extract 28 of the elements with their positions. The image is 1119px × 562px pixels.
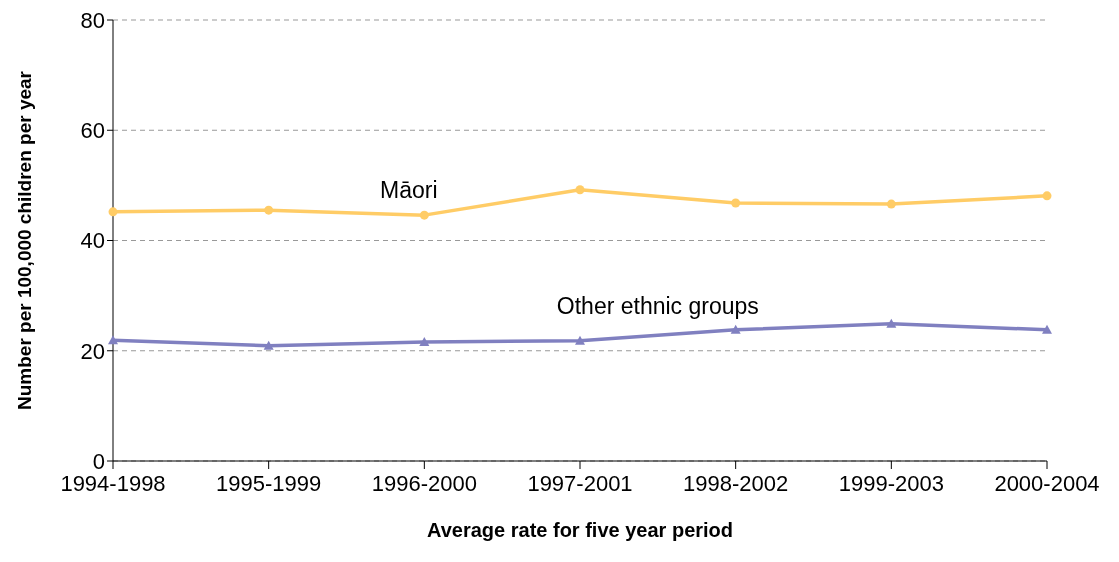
y-tick-label: 80 bbox=[80, 7, 105, 33]
x-tick-label: 1997-2001 bbox=[527, 470, 633, 496]
point bbox=[108, 335, 118, 345]
y-tick-label: 40 bbox=[80, 228, 105, 254]
point bbox=[575, 335, 585, 345]
point bbox=[419, 336, 430, 346]
series-label: Māori bbox=[380, 176, 438, 204]
point bbox=[731, 198, 741, 208]
x-tick-label: 1996-2000 bbox=[371, 470, 477, 496]
x-tick-label: 1995-1999 bbox=[216, 470, 322, 496]
x-tick-label: 2000-2004 bbox=[994, 470, 1100, 496]
x-tick-label: 1999-2003 bbox=[838, 470, 944, 496]
point bbox=[263, 340, 274, 350]
point bbox=[1042, 324, 1052, 334]
point bbox=[108, 207, 118, 217]
point bbox=[575, 185, 585, 195]
point bbox=[419, 210, 429, 220]
x-tick-label: 1998-2002 bbox=[683, 470, 789, 496]
point bbox=[730, 324, 741, 334]
point bbox=[1042, 191, 1052, 201]
point bbox=[886, 199, 896, 209]
y-tick-label: 60 bbox=[80, 118, 105, 144]
point bbox=[886, 318, 897, 328]
x-axis-title: Average rate for five year period bbox=[426, 519, 734, 541]
y-axis-title: Number per 100,000 children per year bbox=[13, 70, 35, 410]
y-tick-label: 20 bbox=[80, 338, 105, 364]
point bbox=[264, 205, 274, 215]
series-label: Other ethnic groups bbox=[556, 293, 759, 321]
